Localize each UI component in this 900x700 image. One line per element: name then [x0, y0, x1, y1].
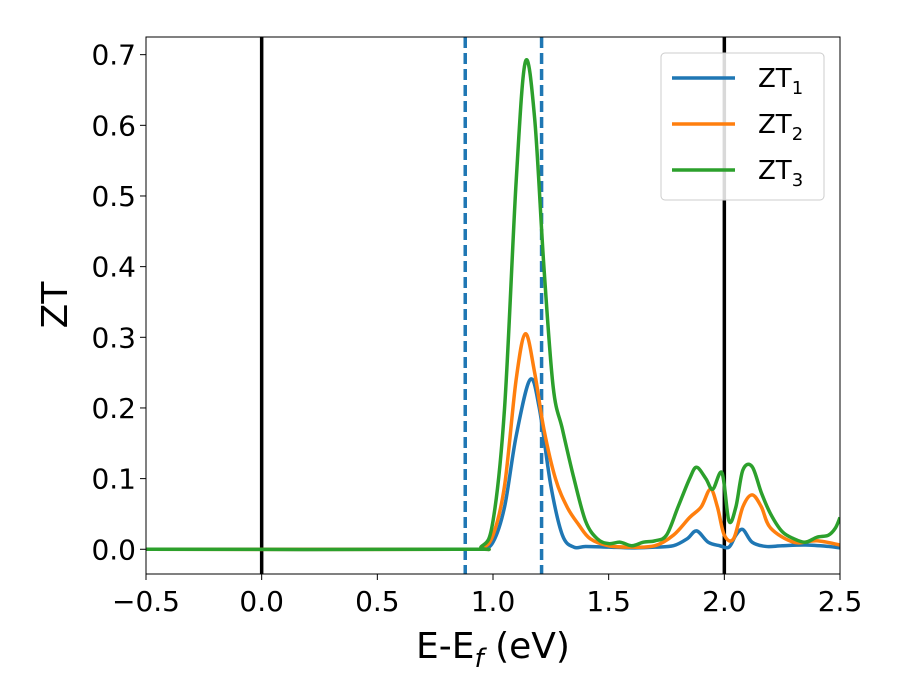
legend-label-zt3: ZT3 — [758, 156, 803, 191]
y-tick-label: 0.5 — [91, 180, 136, 213]
y-tick-label: 0.6 — [91, 109, 136, 142]
y-tick-label: 0.4 — [91, 251, 136, 284]
x-tick-label: −0.5 — [112, 585, 180, 618]
legend-box — [660, 52, 825, 201]
series-line-zt2 — [146, 332, 840, 552]
x-tick-label: 2.0 — [702, 585, 747, 618]
x-tick-label: 0.5 — [355, 585, 400, 618]
y-tick-label: 0.7 — [91, 39, 136, 72]
y-axis-title: ZT — [35, 281, 76, 329]
x-axis-title-main: E-E — [416, 626, 474, 667]
legend-label-zt2: ZT2 — [758, 110, 803, 145]
tick-layer: −0.5 0.0 0.5 1.0 1.5 2.0 2.5 0.0 0.1 0.2 0.3 0.4 0.5… — [91, 39, 862, 618]
y-tick-label: 0.3 — [91, 321, 136, 354]
x-axis-title: E-Ef (eV) — [416, 626, 570, 674]
y-tick-label: 0.1 — [91, 463, 136, 496]
y-tick-label: 0.0 — [91, 533, 136, 566]
series-line-zt3 — [146, 58, 840, 552]
legend-label-zt1: ZT1 — [758, 64, 803, 99]
x-tick-label: 1.0 — [471, 585, 516, 618]
legend: ZT1 ZT2 ZT3 — [660, 52, 825, 201]
x-tick-label: 1.5 — [586, 585, 631, 618]
y-tick-label: 0.2 — [91, 392, 136, 425]
x-tick-label: 0.0 — [239, 585, 284, 618]
x-axis-title-unit: (eV) — [484, 626, 570, 667]
x-tick-label: 2.5 — [818, 585, 863, 618]
